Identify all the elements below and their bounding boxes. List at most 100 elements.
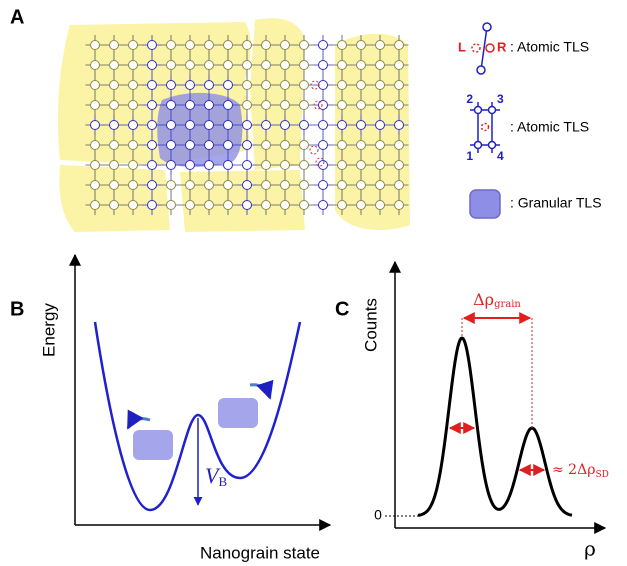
atom bbox=[280, 140, 290, 150]
atom bbox=[337, 80, 347, 90]
grain bbox=[335, 33, 410, 230]
atom bbox=[147, 160, 157, 170]
atom bbox=[185, 40, 195, 50]
legend-icons bbox=[469, 22, 501, 219]
atom bbox=[128, 60, 138, 70]
atom bbox=[242, 80, 252, 90]
atom bbox=[242, 180, 252, 190]
atom bbox=[204, 60, 214, 70]
atom bbox=[375, 160, 385, 170]
atom bbox=[394, 200, 404, 210]
legend-icon-label: R bbox=[497, 39, 507, 54]
atom bbox=[375, 100, 385, 110]
atom bbox=[242, 100, 252, 110]
atom bbox=[109, 180, 119, 190]
legend-text: : Granular TLS bbox=[510, 195, 602, 211]
atom bbox=[375, 60, 385, 70]
tls-atom bbox=[309, 145, 319, 155]
atom bbox=[261, 180, 271, 190]
atom bbox=[223, 120, 233, 130]
width-main: ≈ 2Δρ bbox=[552, 462, 595, 478]
atom bbox=[185, 80, 195, 90]
atom bbox=[109, 80, 119, 90]
atom bbox=[299, 180, 309, 190]
atom bbox=[299, 120, 309, 130]
atom bbox=[166, 60, 176, 70]
atom bbox=[299, 40, 309, 50]
legend-icon-label: L bbox=[458, 39, 466, 54]
atom bbox=[318, 140, 328, 150]
atom bbox=[90, 180, 100, 190]
atom bbox=[204, 200, 214, 210]
lattice-panel bbox=[58, 18, 410, 232]
legend-icon-label: 2 bbox=[466, 92, 473, 106]
atom bbox=[299, 100, 309, 110]
atom bbox=[299, 200, 309, 210]
atom bbox=[280, 60, 290, 70]
atom bbox=[299, 60, 309, 70]
y-label: Counts bbox=[361, 298, 380, 352]
atom bbox=[337, 120, 347, 130]
atom bbox=[280, 200, 290, 210]
atom bbox=[185, 120, 195, 130]
tls-atom bbox=[310, 80, 320, 90]
atom bbox=[261, 160, 271, 170]
atom bbox=[90, 40, 100, 50]
atom bbox=[223, 60, 233, 70]
atom bbox=[337, 180, 347, 190]
atom bbox=[299, 80, 309, 90]
width-label: ≈ 2ΔρSD bbox=[552, 462, 609, 480]
atom bbox=[90, 160, 100, 170]
atom bbox=[90, 120, 100, 130]
legend-icon-label: 1 bbox=[466, 149, 473, 163]
atom bbox=[375, 80, 385, 90]
x-label: Nanograin state bbox=[200, 543, 320, 562]
atom bbox=[394, 80, 404, 90]
atom bbox=[166, 40, 176, 50]
atom bbox=[337, 200, 347, 210]
spacing-main: Δρ bbox=[473, 290, 494, 309]
atom bbox=[109, 160, 119, 170]
atom bbox=[242, 200, 252, 210]
atom bbox=[185, 140, 195, 150]
atom bbox=[90, 140, 100, 150]
tls-atom bbox=[313, 100, 323, 110]
grain bbox=[59, 165, 170, 232]
distribution-curve bbox=[417, 336, 573, 517]
grain-icon bbox=[218, 398, 258, 428]
atom bbox=[204, 80, 214, 90]
atom bbox=[204, 120, 214, 130]
atom bbox=[242, 60, 252, 70]
panel-label: B bbox=[10, 298, 24, 320]
atom bbox=[204, 140, 214, 150]
atom bbox=[261, 80, 271, 90]
atom bbox=[261, 120, 271, 130]
atom bbox=[128, 140, 138, 150]
atom bbox=[90, 80, 100, 90]
atom bbox=[109, 60, 119, 70]
atom bbox=[318, 160, 328, 170]
atom bbox=[318, 200, 328, 210]
atom bbox=[261, 60, 271, 70]
atom bbox=[242, 120, 252, 130]
atom bbox=[261, 140, 271, 150]
legend-icon-label: 4 bbox=[497, 149, 504, 163]
legend-icon-label: 3 bbox=[497, 92, 504, 106]
atom bbox=[375, 200, 385, 210]
zero-label: 0 bbox=[374, 507, 382, 523]
atom bbox=[356, 60, 366, 70]
atom bbox=[280, 80, 290, 90]
atom bbox=[394, 60, 404, 70]
atom bbox=[166, 80, 176, 90]
atom bbox=[147, 100, 157, 110]
hop-arrow bbox=[249, 379, 274, 400]
grain-icon bbox=[133, 430, 173, 460]
atom bbox=[166, 100, 176, 110]
atom bbox=[223, 180, 233, 190]
atom bbox=[147, 180, 157, 190]
atom bbox=[90, 100, 100, 110]
atom bbox=[394, 100, 404, 110]
atom bbox=[318, 80, 328, 90]
atom bbox=[356, 80, 366, 90]
atom bbox=[394, 40, 404, 50]
